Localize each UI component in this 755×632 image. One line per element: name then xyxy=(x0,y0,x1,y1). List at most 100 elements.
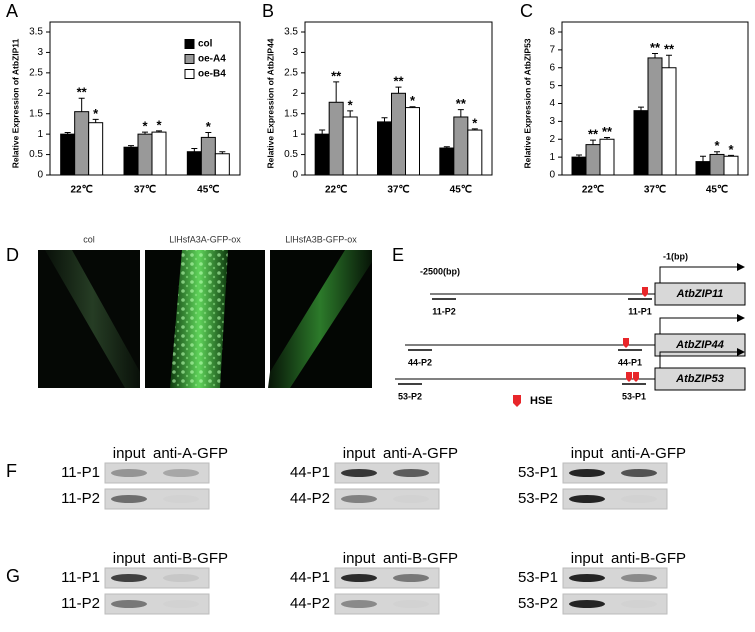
hse-site xyxy=(642,287,648,297)
error-bar xyxy=(381,117,388,122)
x-tick-label: 45℃ xyxy=(450,185,472,196)
gel-band xyxy=(111,600,147,608)
y-tick-label: 5 xyxy=(549,80,555,91)
bar xyxy=(214,153,230,176)
x-tick-label: 37℃ xyxy=(134,185,156,196)
error-bar xyxy=(205,132,212,138)
gel-band xyxy=(393,600,429,608)
gel-strip xyxy=(104,462,210,484)
column-header: input xyxy=(343,550,376,567)
gel-strip xyxy=(562,567,668,589)
significance: ** xyxy=(393,74,404,89)
gel-band xyxy=(621,469,657,477)
probe-label: 53-P2 xyxy=(398,391,422,401)
micrograph-title: LlHsfA3A-GFP-ox xyxy=(169,234,241,244)
tss-arrowhead xyxy=(737,314,745,322)
probe-label: 44-P2 xyxy=(408,357,432,367)
row-label: 53-P1 xyxy=(518,569,558,586)
gel-band xyxy=(621,495,657,503)
panel-label: C xyxy=(520,1,533,21)
panel-label: G xyxy=(6,566,20,586)
bar xyxy=(405,107,420,176)
bar xyxy=(123,146,139,176)
y-tick-label: 1.5 xyxy=(29,108,43,119)
y-tick-label: 2 xyxy=(37,88,43,99)
error-bar xyxy=(156,130,162,133)
error-bar xyxy=(92,118,99,123)
y-tick-label: 2 xyxy=(549,134,555,145)
micrograph-b xyxy=(268,250,372,388)
y-tick-label: 0 xyxy=(549,170,555,181)
micrograph-a xyxy=(145,250,265,388)
hse-marker xyxy=(513,395,521,407)
y-tick-label: 2.5 xyxy=(29,67,43,78)
gel-band xyxy=(341,469,377,477)
tss-arrow xyxy=(659,351,738,368)
y-tick-label: 3 xyxy=(37,47,43,58)
y-tick-label: 0.5 xyxy=(29,149,43,160)
bar xyxy=(391,92,406,176)
significance: ** xyxy=(650,40,661,55)
bar xyxy=(467,129,483,176)
y-tick-label: 0 xyxy=(37,170,43,181)
significance: ** xyxy=(331,68,342,83)
probe-label: 11-P2 xyxy=(432,306,456,316)
significance: ** xyxy=(588,127,599,142)
tss-arrow xyxy=(659,266,738,283)
gel-band xyxy=(621,574,657,582)
error-bar xyxy=(409,106,416,108)
error-bar xyxy=(219,151,226,154)
error-bar xyxy=(128,145,134,148)
gel-strip xyxy=(562,488,668,510)
error-bar xyxy=(333,81,340,103)
legend-swatch xyxy=(184,69,195,79)
gel-strip xyxy=(334,593,440,615)
gel-band xyxy=(569,600,605,608)
row-label: 44-P2 xyxy=(290,490,330,507)
panel-label: F xyxy=(6,461,17,481)
significance: ** xyxy=(456,96,467,111)
gel-strip xyxy=(334,462,440,484)
significance: * xyxy=(714,138,720,153)
y-tick-label: 2.5 xyxy=(284,67,298,78)
start-label: -2500(bp) xyxy=(420,266,460,276)
error-bar xyxy=(700,155,706,162)
panel-label: D xyxy=(6,245,19,265)
bar xyxy=(599,138,615,176)
y-tick-label: 8 xyxy=(549,27,555,38)
bar xyxy=(439,147,455,176)
x-tick-label: 45℃ xyxy=(197,185,219,196)
error-bar xyxy=(142,131,148,135)
column-header: anti-B-GFP xyxy=(611,550,686,567)
row-label: 53-P1 xyxy=(518,464,558,481)
gel-band xyxy=(393,495,429,503)
gel-strip xyxy=(334,567,440,589)
significance: ** xyxy=(602,124,613,139)
gel-strip xyxy=(562,462,668,484)
column-header: input xyxy=(343,445,376,462)
y-tick-label: 0.5 xyxy=(284,149,298,160)
bar xyxy=(647,57,663,176)
column-header: input xyxy=(571,445,604,462)
bar xyxy=(60,133,76,176)
gel-strip xyxy=(104,593,210,615)
gel-strip xyxy=(334,488,440,510)
column-header: input xyxy=(571,550,604,567)
bar xyxy=(151,131,167,176)
y-tick-label: 3.5 xyxy=(284,27,298,38)
error-bar xyxy=(471,128,478,131)
row-label: 53-P2 xyxy=(518,595,558,612)
bar xyxy=(585,144,601,176)
y-tick-label: 1 xyxy=(549,152,555,163)
y-tick-label: 0 xyxy=(292,170,298,181)
gel-band xyxy=(111,495,147,503)
bar xyxy=(633,110,649,176)
bar xyxy=(453,116,469,176)
bar xyxy=(186,151,202,176)
column-header: anti-A-GFP xyxy=(611,445,686,462)
legend-swatch xyxy=(184,39,195,49)
probe-label: 53-P1 xyxy=(622,391,646,401)
micrograph-col xyxy=(38,250,140,388)
significance: * xyxy=(348,97,354,112)
